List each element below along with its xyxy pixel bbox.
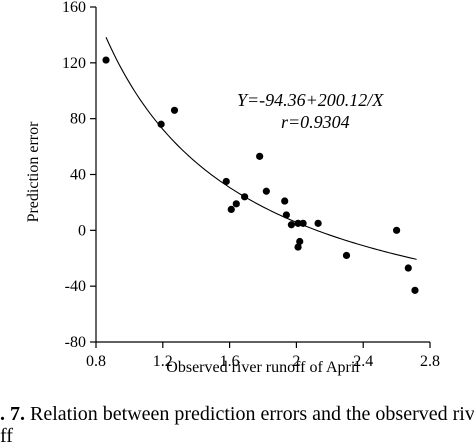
- chart-axes: [95, 7, 430, 343]
- y-axis-title: Prediction error: [25, 121, 42, 223]
- y-tick-label: 120: [62, 55, 86, 72]
- y-tick-label: -40: [65, 278, 86, 295]
- data-point: [281, 197, 289, 205]
- data-point: [157, 120, 165, 128]
- y-tick-label: 40: [70, 167, 86, 184]
- data-point: [227, 205, 235, 213]
- caption-second-line: ff: [0, 425, 13, 447]
- data-point: [262, 187, 270, 195]
- correlation-coefficient: r=0.9304: [281, 112, 350, 132]
- data-points: [102, 56, 419, 294]
- caption-text: Relation between prediction errors and t…: [25, 403, 474, 425]
- figure-number: . 7.: [0, 403, 25, 425]
- data-point: [393, 226, 401, 234]
- y-tick-label: 80: [70, 111, 86, 128]
- data-point: [411, 286, 419, 294]
- data-point: [294, 219, 302, 227]
- data-point: [314, 219, 322, 227]
- y-tick-label: 0: [78, 222, 86, 239]
- x-axis-title: Observed river runoff of April: [166, 359, 360, 376]
- x-tick-label: 2.4: [353, 353, 373, 370]
- regression-equation: Y=-94.36+200.12/X: [237, 90, 384, 110]
- x-tick-label: 1.2: [153, 353, 173, 370]
- x-tick-label: 0.8: [86, 353, 106, 370]
- data-point: [299, 219, 307, 227]
- data-point: [282, 211, 290, 219]
- x-tick-label: 2: [292, 353, 300, 370]
- x-tick-label: 2.8: [420, 353, 440, 370]
- y-tick-label: -80: [65, 334, 86, 351]
- regression-curve: [105, 37, 417, 260]
- data-point: [296, 237, 304, 246]
- x-axis-ticks: 0.8 1.2 1.6 2 2.4 2.8: [86, 342, 440, 370]
- data-point: [102, 56, 110, 64]
- data-point: [241, 193, 249, 201]
- data-point: [222, 177, 230, 186]
- data-point: [170, 106, 179, 114]
- data-point: [404, 264, 412, 272]
- data-point: [342, 251, 351, 260]
- data-point: [287, 221, 295, 229]
- data-point: [232, 200, 240, 208]
- data-point: [294, 243, 302, 251]
- y-tick-label: 160: [62, 0, 86, 16]
- x-tick-label: 1.6: [220, 353, 240, 370]
- figure-caption: . 7. Relation between prediction errors …: [0, 403, 474, 447]
- y-axis-ticks: 160 120 80 40 0 -40 -80: [62, 0, 96, 351]
- data-point: [256, 152, 264, 160]
